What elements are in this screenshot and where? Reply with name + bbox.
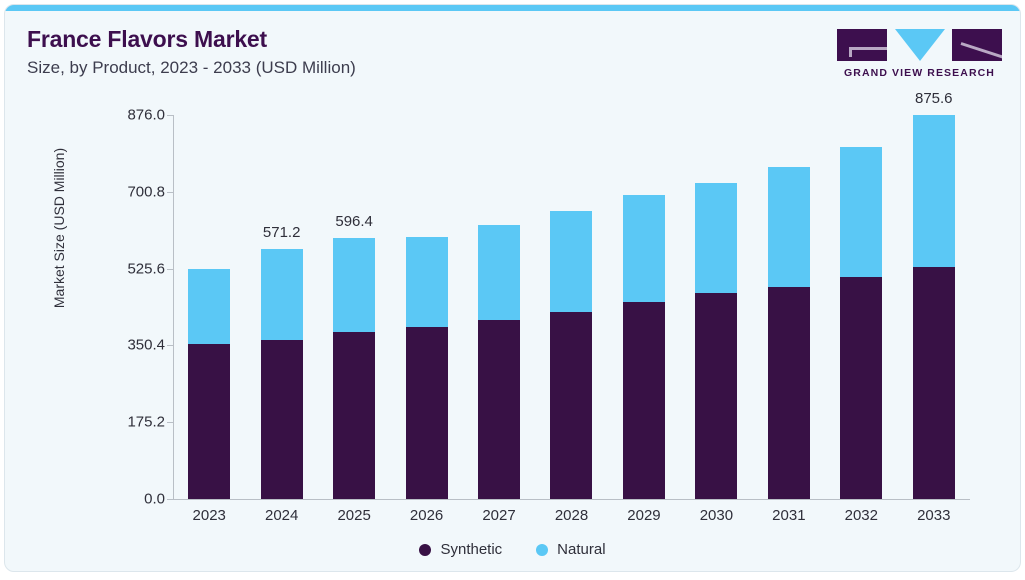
chart-header: France Flavors Market Size, by Product, …	[27, 25, 356, 78]
y-axis-tick-label: 876.0	[127, 106, 165, 124]
bar-segment-synthetic[interactable]	[695, 293, 738, 499]
logo-v-triangle-icon	[894, 29, 945, 61]
x-axis-tick-label: 2030	[699, 507, 734, 524]
y-axis-tick-mark	[167, 268, 173, 270]
bar-stack[interactable]	[405, 236, 448, 499]
legend-color-swatch	[419, 543, 432, 556]
top-accent-bar	[5, 5, 1020, 11]
bar-segment-synthetic[interactable]	[478, 320, 521, 499]
bar-segment-synthetic[interactable]	[840, 277, 883, 499]
y-axis-tick-mark	[167, 115, 173, 116]
bar-segment-natural[interactable]	[622, 194, 665, 302]
x-axis-tick-label: 2024	[264, 507, 299, 524]
bar-segment-natural[interactable]	[405, 236, 448, 328]
x-axis-tick-label: 2023	[192, 507, 226, 524]
bar-segment-synthetic[interactable]	[333, 332, 376, 499]
legend-label: Synthetic	[440, 541, 503, 558]
y-axis-tick-label: 350.4	[127, 336, 165, 354]
logo-g-icon	[837, 29, 887, 61]
bar-stack[interactable]	[260, 248, 303, 499]
x-axis-tick-label: 2026	[409, 507, 444, 524]
bar-segment-natural[interactable]	[260, 248, 303, 340]
bar-segment-natural[interactable]	[767, 166, 810, 288]
x-axis-tick-label: 2032	[844, 507, 878, 524]
bar-series-container: 571.2 596.4 875.6	[173, 90, 970, 499]
bar-segment-synthetic[interactable]	[188, 344, 231, 499]
bar-group[interactable]	[825, 115, 897, 499]
bar-segment-natural[interactable]	[550, 210, 593, 313]
y-axis-tick-mark	[167, 191, 173, 193]
bar-segment-natural[interactable]	[912, 115, 955, 268]
y-axis-tick-label: 175.2	[127, 413, 165, 431]
bar-group[interactable]	[173, 115, 245, 499]
bar-stack[interactable]	[478, 224, 521, 499]
bar-stack[interactable]	[333, 237, 376, 499]
x-axis-tick-label: 2029	[627, 507, 661, 524]
bar-stack[interactable]	[840, 147, 883, 499]
y-axis-tick-label: 0.0	[144, 490, 165, 508]
bar-stack[interactable]	[767, 166, 810, 499]
bar-group[interactable]: 571.2	[245, 115, 317, 499]
bar-segment-synthetic[interactable]	[912, 267, 955, 499]
bar-segment-natural[interactable]	[695, 182, 738, 294]
chart-card: France Flavors Market Size, by Product, …	[4, 4, 1021, 572]
y-axis-tick-label: 525.6	[127, 260, 165, 278]
bar-value-label: 571.2	[262, 223, 301, 241]
bar-stack[interactable]	[622, 194, 665, 499]
bar-stack[interactable]	[912, 115, 955, 499]
bar-stack[interactable]	[695, 182, 738, 499]
plot-area: Market Size (USD Million) 0.0 175.2 350.4 5…	[5, 5, 1020, 571]
bar-group[interactable]	[680, 115, 752, 499]
bar-value-label: 875.6	[914, 90, 953, 108]
page-title: France Flavors Market	[27, 26, 267, 52]
bar-group[interactable]: 875.6	[898, 90, 970, 499]
x-axis-tick-label: 2027	[482, 507, 516, 524]
y-axis-line	[173, 115, 174, 499]
logo-r-icon	[952, 29, 1002, 61]
y-axis-tick-mark	[167, 499, 173, 500]
bar-segment-synthetic[interactable]	[405, 327, 448, 499]
x-axis-tick-label: 2028	[554, 507, 589, 524]
bar-segment-natural[interactable]	[333, 237, 376, 333]
bar-segment-natural[interactable]	[840, 147, 883, 278]
legend-item[interactable]: Natural	[536, 541, 606, 558]
y-axis-tick-label: 700.8	[127, 183, 165, 201]
bar-segment-synthetic[interactable]	[622, 301, 665, 499]
x-axis-tick-label: 2033	[917, 507, 951, 524]
legend-color-swatch	[536, 543, 549, 556]
x-axis-line	[173, 499, 970, 500]
legend-item[interactable]: Synthetic	[419, 541, 502, 558]
bar-segment-synthetic[interactable]	[550, 312, 593, 499]
legend-label: Natural	[557, 541, 606, 558]
bar-segment-synthetic[interactable]	[260, 339, 303, 499]
y-axis-title: Market Size (USD Million)	[51, 147, 67, 309]
x-axis-tick-label: 2025	[337, 507, 371, 524]
chart-legend: Synthetic Natural	[5, 541, 1020, 558]
bar-segment-natural[interactable]	[188, 268, 231, 345]
bar-group[interactable]	[535, 115, 607, 499]
bar-group[interactable]	[463, 115, 535, 499]
y-axis-tick-mark	[167, 422, 173, 424]
bar-group[interactable]: 596.4	[318, 115, 390, 499]
bar-stack[interactable]	[188, 268, 231, 499]
logo-text: GRAND VIEW RESEARCH	[844, 67, 995, 79]
bar-segment-natural[interactable]	[478, 224, 521, 321]
grand-view-research-logo: GRAND VIEW RESEARCH	[837, 29, 1002, 79]
bar-group[interactable]	[608, 115, 680, 499]
bar-group[interactable]	[753, 115, 825, 499]
bar-group[interactable]	[390, 115, 462, 499]
y-axis-tick-mark	[167, 345, 173, 347]
page-subtitle: Size, by Product, 2023 - 2033 (USD Milli…	[27, 58, 356, 77]
x-axis-tick-label: 2031	[772, 507, 806, 524]
bar-segment-synthetic[interactable]	[767, 287, 810, 499]
logo-marks	[837, 29, 1002, 62]
bar-stack[interactable]	[550, 210, 593, 499]
bar-value-label: 596.4	[335, 212, 373, 230]
